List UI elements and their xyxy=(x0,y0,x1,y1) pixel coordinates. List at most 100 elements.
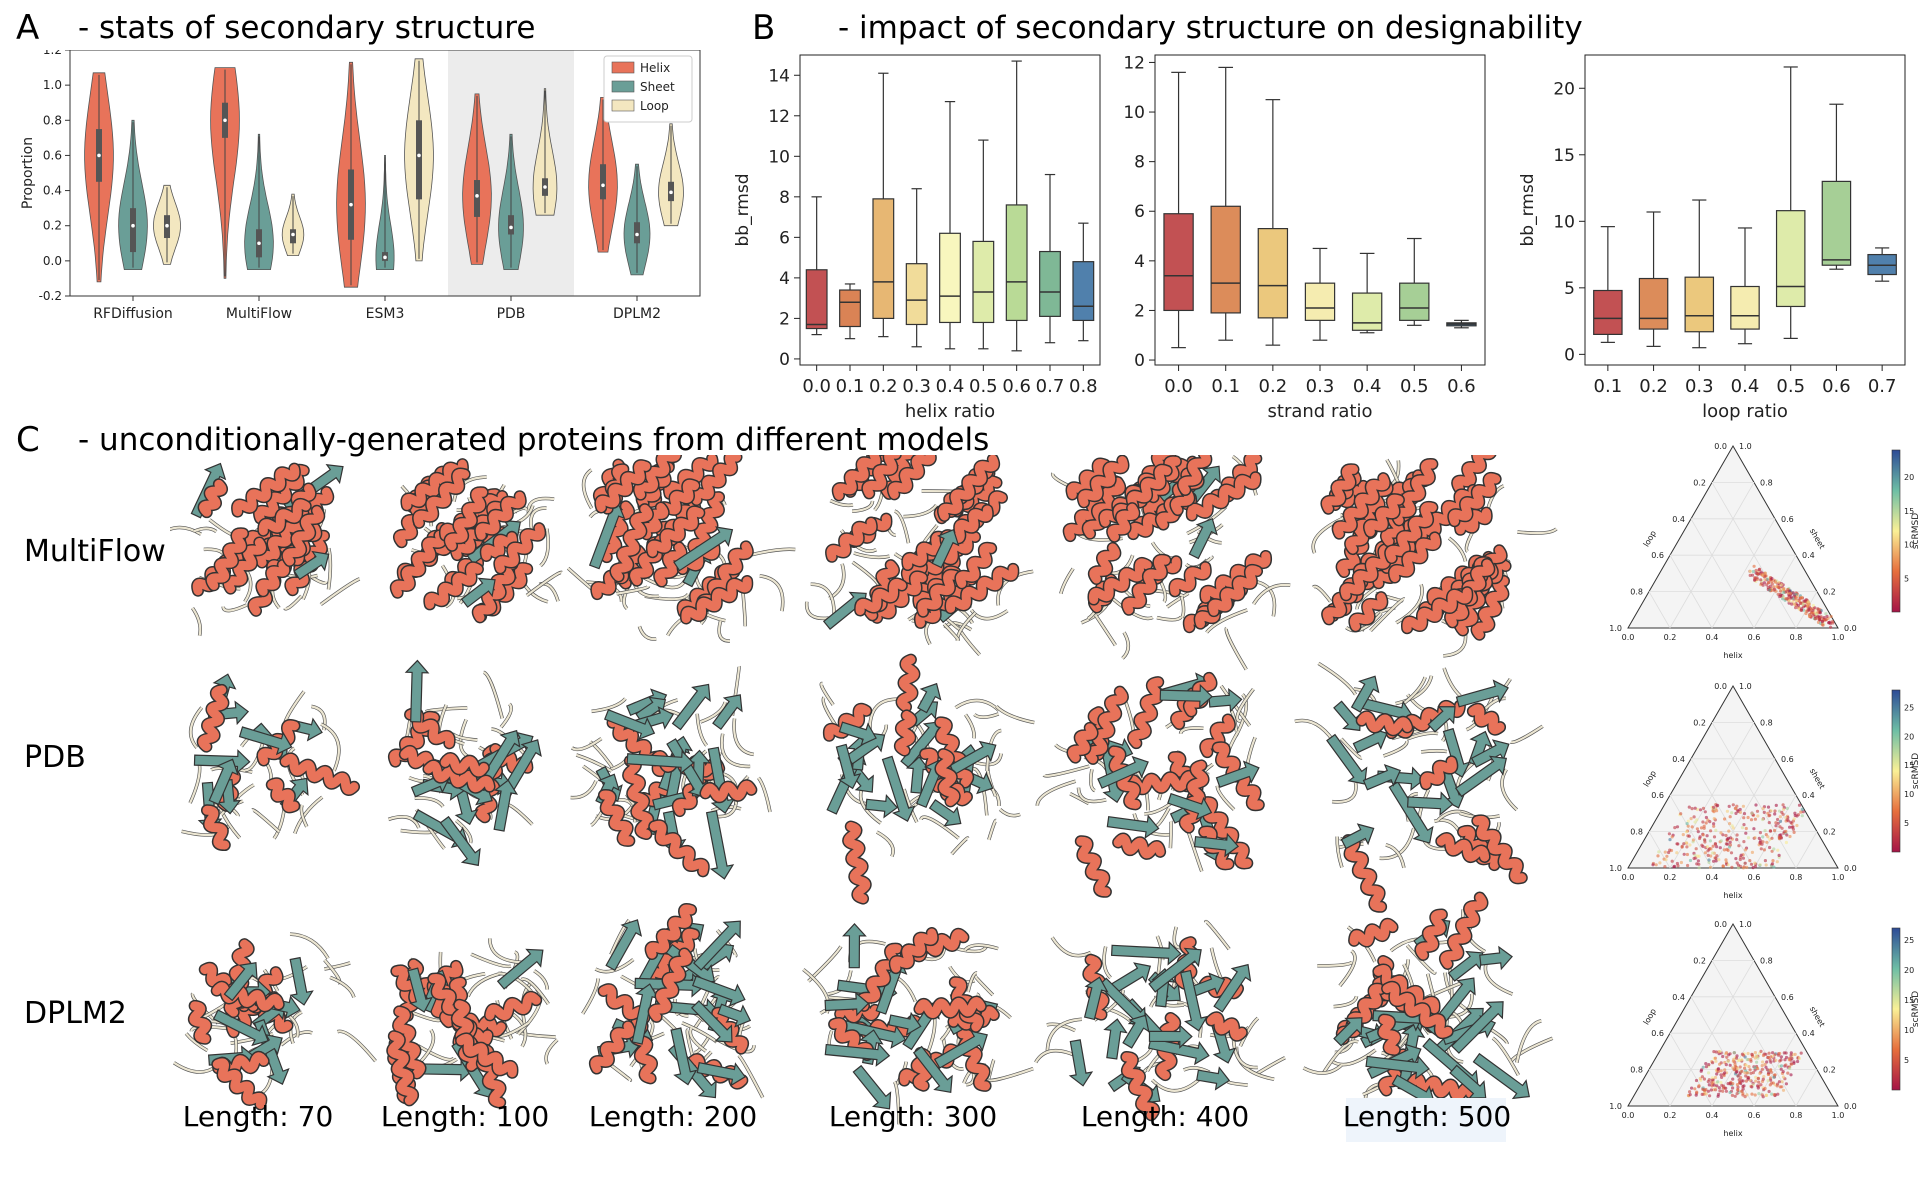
strand xyxy=(1097,755,1149,789)
loop xyxy=(995,705,1035,724)
scatter-point xyxy=(1686,863,1690,868)
helix xyxy=(391,530,446,598)
strand xyxy=(496,948,544,990)
colorbar-tick-label: 10 xyxy=(1904,541,1914,550)
strand xyxy=(690,1000,733,1043)
strand xyxy=(852,1064,892,1110)
scatter-point xyxy=(1744,1079,1748,1083)
scatter-point xyxy=(1781,1088,1786,1092)
loop xyxy=(544,1038,559,1065)
strand xyxy=(912,1045,953,1093)
grid-line xyxy=(1690,518,1755,629)
helix xyxy=(1180,760,1209,833)
helix xyxy=(1420,756,1457,789)
scatter-point xyxy=(1788,591,1792,595)
strand xyxy=(1188,465,1221,504)
scatter-point xyxy=(1753,1051,1757,1055)
colorbar xyxy=(1891,449,1901,613)
loop xyxy=(1312,515,1347,554)
bottom-tick-label: 0.0 xyxy=(1622,633,1635,642)
strand xyxy=(212,1009,269,1047)
scatter-point xyxy=(1748,1068,1752,1072)
loop xyxy=(170,526,202,536)
left-tick-label: 1.0 xyxy=(1609,864,1622,873)
ternary-plot-dplm2: 0.0 0.0 0.0 0.2 0.2 0.2 0.4 0.4 0.4 0.6 0.6 0.6 0.8 0… xyxy=(1609,920,1921,1138)
scatter-point xyxy=(1771,859,1775,863)
protein-structures xyxy=(170,455,1558,1125)
strand xyxy=(493,779,519,832)
helix xyxy=(590,1021,635,1074)
box-0.4 xyxy=(1351,292,1383,331)
scatter-point xyxy=(1751,569,1755,574)
scatter-point xyxy=(1707,1063,1711,1067)
x-tick-label: 0.5 xyxy=(969,376,998,397)
strand xyxy=(223,962,258,1002)
scatter-point xyxy=(1770,836,1774,840)
right-tick-label: 0.6 xyxy=(1781,993,1794,1002)
loop xyxy=(700,701,727,723)
helix xyxy=(258,499,311,536)
colorbar-tick-label: 5 xyxy=(1904,574,1909,583)
scatter-point xyxy=(1735,1092,1739,1096)
colorbar-label: scRMSD xyxy=(1911,513,1921,549)
helix xyxy=(1107,503,1139,542)
scatter-point xyxy=(1727,804,1731,808)
scatter-point xyxy=(1741,804,1745,808)
left-tick-label: 0.0 xyxy=(1714,682,1727,691)
scatter-point xyxy=(1763,1086,1767,1091)
scatter-point xyxy=(1695,1090,1699,1094)
right-tick-label: 0.8 xyxy=(1760,956,1773,965)
protein-multiflow-6 xyxy=(1311,455,1558,658)
scatter-point xyxy=(1721,1054,1725,1059)
box-0.4 xyxy=(1730,285,1760,330)
x-tick-label: PDB xyxy=(497,306,526,322)
scatter-point xyxy=(1684,841,1688,845)
scatter-point xyxy=(1711,805,1716,809)
strand xyxy=(605,919,643,972)
helix xyxy=(280,753,359,795)
scatter-point xyxy=(1737,844,1741,848)
scatter-point xyxy=(1774,824,1778,828)
strand xyxy=(1147,1037,1210,1066)
loop xyxy=(417,1044,455,1061)
strand xyxy=(671,683,711,731)
loop xyxy=(973,712,1000,719)
helix xyxy=(1382,982,1453,1038)
helix xyxy=(700,780,756,802)
scatter-point xyxy=(1765,840,1769,844)
helix xyxy=(1468,704,1505,735)
scatter-point xyxy=(1692,815,1696,819)
x-tick-label: 0.1 xyxy=(1594,376,1623,397)
loop xyxy=(526,571,563,597)
loop xyxy=(759,574,784,612)
box-0.2 xyxy=(1638,277,1669,330)
protein-dplm2-4 xyxy=(802,922,1034,1125)
right-tick-label: 0.6 xyxy=(1781,755,1794,764)
loop xyxy=(966,971,978,993)
helix xyxy=(1333,473,1390,539)
scatter-point xyxy=(1789,1053,1793,1057)
x-tick-label: 0.2 xyxy=(1259,376,1288,397)
right-tick-label: 0.0 xyxy=(1844,1102,1857,1111)
scatter-point xyxy=(1829,625,1833,629)
scatter-point xyxy=(1761,807,1765,811)
helix xyxy=(862,455,901,498)
scatter-point xyxy=(1824,612,1828,616)
scatter-point xyxy=(1819,615,1823,619)
loop xyxy=(853,552,890,559)
scatter-point xyxy=(1751,1071,1755,1075)
loop xyxy=(1239,1017,1259,1047)
helix xyxy=(1340,544,1396,600)
scatter-point xyxy=(1747,1065,1751,1069)
scatter-point xyxy=(1770,849,1774,853)
scatter-point xyxy=(1781,594,1785,598)
loop xyxy=(539,528,550,567)
helix xyxy=(1122,555,1170,615)
box-0.3 xyxy=(905,263,928,326)
scatter-point xyxy=(1715,1072,1719,1076)
scatter-point xyxy=(1787,1058,1791,1062)
loop xyxy=(741,589,747,627)
loop xyxy=(1336,836,1343,868)
scatter-point xyxy=(1753,861,1757,865)
scatter-point xyxy=(1785,806,1789,810)
